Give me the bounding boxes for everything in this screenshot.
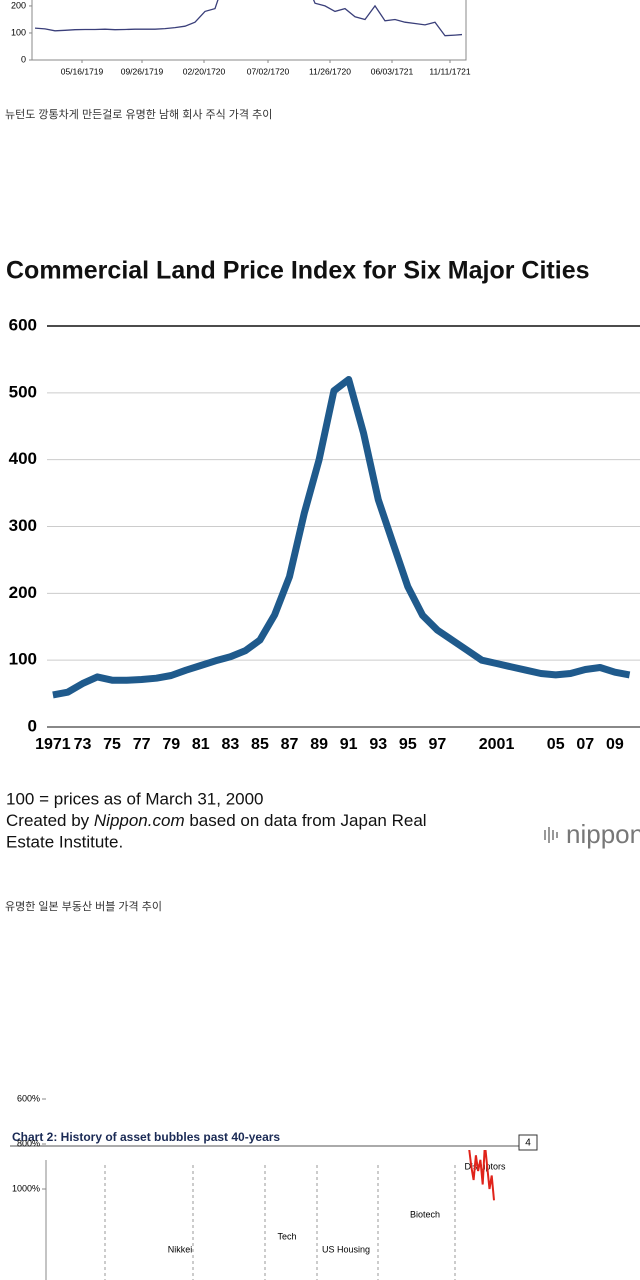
series-label: Biotech (410, 1209, 440, 1219)
bubble-line (468, 1150, 495, 1201)
x-tick-label: 09 (606, 736, 624, 753)
x-tick-label: 83 (221, 736, 239, 753)
x-tick-label: 11/26/1720 (309, 66, 351, 76)
x-tick-label: 81 (192, 736, 210, 753)
logo: nippon (544, 819, 640, 849)
x-tick-label: 91 (340, 736, 358, 753)
y-tick-label: 600% (17, 1093, 40, 1103)
y-tick-label: 200 (11, 0, 26, 10)
x-tick-label: 77 (133, 736, 151, 753)
chart-title: Commercial Land Price Index for Six Majo… (6, 257, 590, 285)
x-tick-label: 09/26/1719 (121, 66, 164, 76)
x-tick-label: 07/02/1720 (247, 66, 290, 76)
y-tick-label: 0 (28, 716, 37, 735)
x-tick-label: 95 (399, 736, 417, 753)
x-tick-label: 79 (162, 736, 180, 753)
bubble-line (285, 1099, 294, 1128)
logo-text: nippon (566, 819, 640, 849)
x-tick-label: 73 (74, 736, 92, 753)
y-tick-label: 600 (9, 315, 37, 334)
y-tick-label: 0 (21, 54, 26, 64)
note: Created by (6, 811, 94, 830)
series-label: Tech (277, 1231, 296, 1241)
y-tick-label: 400 (9, 449, 37, 468)
note: Created by Nippon.com based on data from… (6, 811, 427, 830)
note: Estate Institute. (6, 832, 123, 851)
y-tick-label: 100 (9, 650, 37, 669)
y-tick-label: 300 (9, 516, 37, 535)
x-tick-label: 97 (429, 736, 447, 753)
bubble-line (338, 1099, 352, 1119)
x-tick-label: 2001 (479, 736, 515, 753)
y-tick-label: 500 (9, 382, 37, 401)
frame (31, 0, 467, 61)
x-tick-label: 75 (103, 736, 121, 753)
series-label: Disruptors (464, 1161, 506, 1171)
series-label: US Housing (322, 1244, 370, 1254)
price-line (35, 0, 462, 37)
y-tick-label: 800% (17, 1138, 40, 1148)
x-tick-label: 85 (251, 736, 269, 753)
x-tick-label: 11/11/1721 (429, 66, 471, 76)
series-label: Nikkei (168, 1244, 193, 1254)
y-tick-label: 200 (9, 583, 37, 602)
x-tick-label: 05/16/1719 (61, 66, 104, 76)
x-tick-label: 89 (310, 736, 328, 753)
x-tick-label: 02/20/1720 (183, 66, 226, 76)
chart-title: Chart 2: History of asset bubbles past 4… (12, 1130, 280, 1144)
x-tick-label: 1971 (35, 736, 71, 753)
x-tick-label: 07 (576, 736, 594, 753)
x-tick-label: 05 (547, 736, 565, 753)
index-line (52, 376, 631, 699)
note: based on data from Japan Real (185, 811, 427, 830)
y-tick-label: 100 (11, 27, 26, 37)
caption: 뉴턴도 깡통차게 만든걸로 유명한 남해 회사 주식 가격 추이 (5, 107, 272, 121)
page-box (518, 1134, 538, 1151)
x-tick-label: 06/03/1721 (371, 66, 414, 76)
x-tick-label: 87 (281, 736, 299, 753)
caption: 유명한 일본 부동산 버블 가격 추이 (5, 899, 162, 913)
page-number: 4 (525, 1138, 531, 1149)
note: 100 = prices as of March 31, 2000 (6, 789, 264, 808)
y-tick-label: 1000% (12, 1183, 40, 1193)
note: Nippon.com (94, 811, 185, 830)
x-tick-label: 93 (369, 736, 387, 753)
